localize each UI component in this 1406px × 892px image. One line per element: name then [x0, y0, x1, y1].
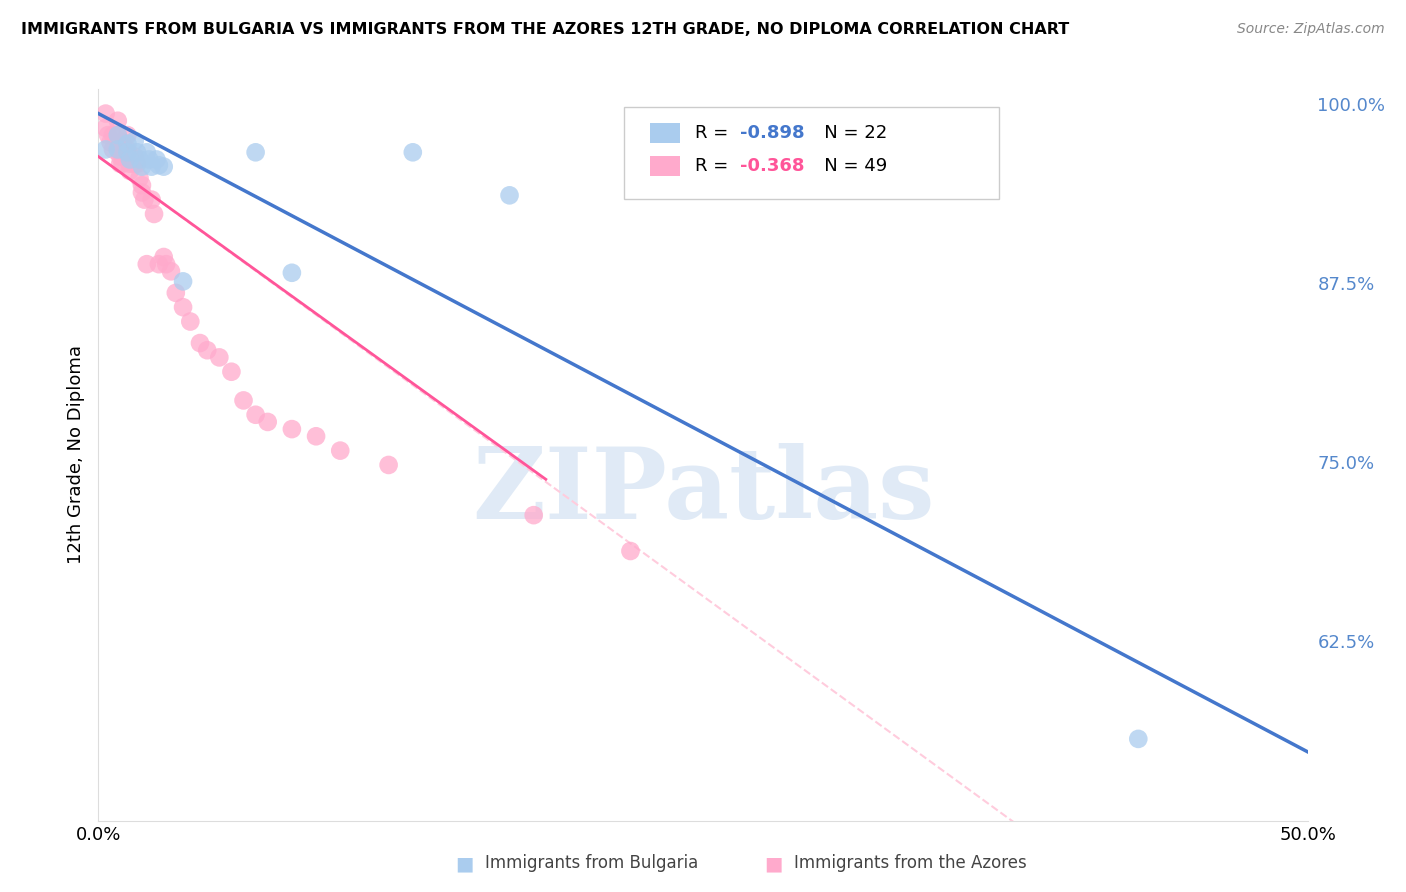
Point [118, 153, 141, 167]
Point [281, 422, 304, 436]
Text: Immigrants from the Azores: Immigrants from the Azores [794, 855, 1028, 872]
Point [100, 135, 122, 149]
Point [108, 143, 131, 157]
Point [208, 351, 231, 365]
Point [118, 164, 141, 178]
Point [135, 145, 157, 160]
Point [281, 266, 304, 280]
Point [221, 365, 243, 379]
Point [145, 153, 167, 167]
Point [128, 153, 150, 167]
Point [195, 343, 218, 358]
Y-axis label: 12th Grade, No Diploma: 12th Grade, No Diploma [66, 345, 84, 565]
Point [111, 157, 134, 171]
Point [377, 458, 399, 472]
Point [111, 135, 134, 149]
Point [188, 336, 211, 351]
Point [117, 136, 139, 151]
Point [179, 314, 201, 328]
Point [118, 157, 141, 171]
FancyBboxPatch shape [624, 108, 1000, 199]
Point [152, 160, 174, 174]
Point [329, 443, 352, 458]
Point [124, 157, 146, 171]
Text: IMMIGRANTS FROM BULGARIA VS IMMIGRANTS FROM THE AZORES 12TH GRADE, NO DIPLOMA CO: IMMIGRANTS FROM BULGARIA VS IMMIGRANTS F… [21, 22, 1070, 37]
Point [256, 415, 278, 429]
FancyBboxPatch shape [650, 123, 681, 144]
Text: ■: ■ [763, 854, 783, 873]
Point [124, 134, 146, 148]
Point [107, 128, 129, 142]
Point [172, 274, 194, 288]
Point [141, 160, 163, 174]
Point [134, 193, 156, 207]
Text: Immigrants from Bulgaria: Immigrants from Bulgaria [485, 855, 699, 872]
Point [1128, 731, 1150, 746]
Point [498, 188, 520, 202]
Point [402, 145, 425, 160]
Text: R =: R = [695, 157, 734, 175]
Point [94, 120, 117, 135]
Point [135, 257, 157, 271]
Point [523, 508, 546, 523]
Point [117, 145, 139, 160]
Point [131, 160, 153, 174]
Point [131, 186, 153, 200]
Point [127, 157, 149, 171]
Point [94, 106, 117, 120]
Point [152, 250, 174, 264]
Point [94, 143, 117, 157]
Point [107, 113, 129, 128]
Point [245, 145, 267, 160]
Point [117, 150, 139, 164]
Point [108, 157, 131, 171]
Point [108, 150, 131, 164]
Point [97, 128, 120, 142]
Point [117, 128, 139, 142]
Point [148, 257, 170, 271]
Point [148, 158, 170, 172]
Point [305, 429, 328, 443]
FancyBboxPatch shape [650, 156, 681, 177]
Text: N = 22: N = 22 [807, 124, 887, 142]
Text: N = 49: N = 49 [807, 157, 887, 175]
Point [107, 128, 129, 142]
Point [127, 145, 149, 160]
Point [232, 393, 254, 408]
Point [245, 408, 267, 422]
Point [165, 285, 187, 300]
Text: Source: ZipAtlas.com: Source: ZipAtlas.com [1237, 22, 1385, 37]
Point [172, 300, 194, 314]
Point [131, 178, 153, 193]
Point [101, 143, 124, 157]
Point [143, 207, 166, 221]
Point [160, 264, 183, 278]
Text: -0.368: -0.368 [741, 157, 806, 175]
Point [138, 153, 160, 167]
Point [107, 143, 129, 157]
Point [117, 143, 139, 157]
Text: ZIPatlas: ZIPatlas [472, 443, 934, 540]
Point [101, 128, 124, 142]
Text: R =: R = [695, 124, 734, 142]
Point [155, 257, 177, 271]
Text: ■: ■ [454, 854, 474, 873]
Point [141, 193, 163, 207]
Point [111, 150, 134, 164]
Point [619, 544, 641, 558]
Point [124, 150, 146, 164]
Point [128, 171, 150, 186]
Text: -0.898: -0.898 [741, 124, 806, 142]
